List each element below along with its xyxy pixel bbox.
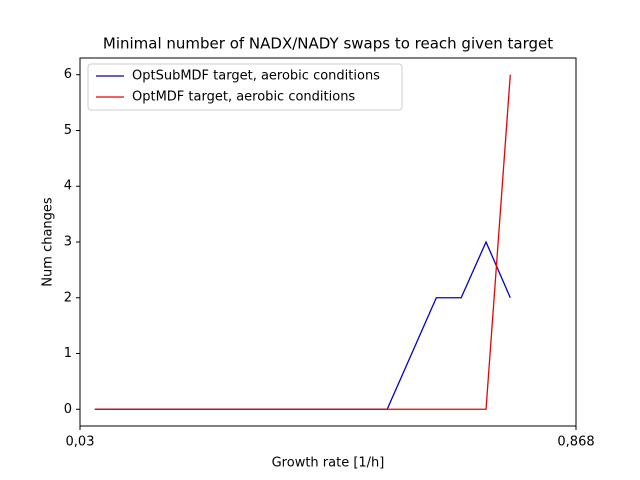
- y-tick-label: 3: [64, 235, 72, 250]
- plot-frame: [79, 57, 577, 427]
- y-tick-label: 6: [64, 67, 72, 82]
- y-tick-label: 0: [64, 402, 72, 417]
- y-axis-label: Num changes: [41, 197, 56, 287]
- chart-title: Minimal number of NADX/NADY swaps to rea…: [103, 35, 553, 53]
- x-axis-label: Growth rate [1/h]: [272, 456, 385, 471]
- legend-label: OptMDF target, aerobic conditions: [132, 90, 355, 105]
- y-tick-label: 2: [64, 290, 72, 305]
- legend-label: OptSubMDF target, aerobic conditions: [132, 69, 380, 84]
- y-tick-label: 5: [64, 123, 72, 138]
- y-tick-label: 4: [64, 179, 72, 194]
- y-tick-label: 1: [64, 346, 72, 361]
- legend-box: [87, 63, 403, 111]
- x-tick-label: 0,868: [557, 435, 594, 450]
- series-line: [94, 74, 511, 410]
- x-tick-label: 0,03: [66, 435, 95, 450]
